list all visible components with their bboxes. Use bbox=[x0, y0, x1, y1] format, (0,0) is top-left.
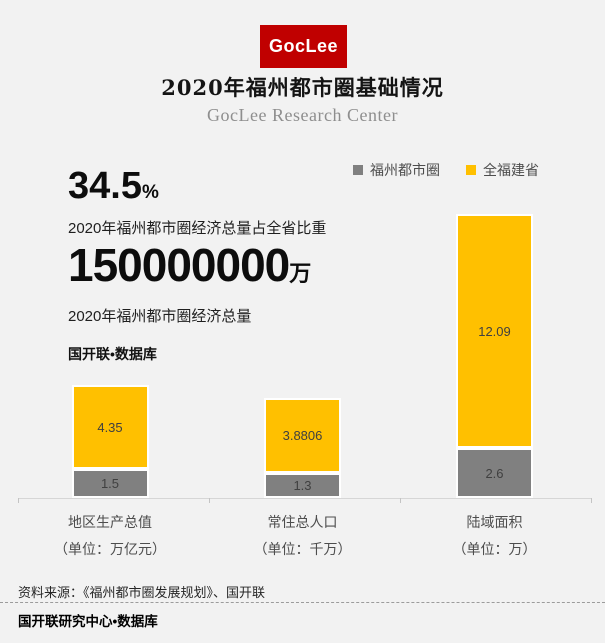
category-name: 陆域面积 bbox=[466, 514, 523, 530]
legend-label-province: 全福建省 bbox=[483, 162, 539, 178]
category-name: 常住总人口 bbox=[267, 514, 338, 530]
dashed-divider bbox=[0, 602, 605, 603]
category-unit: （单位：千万） bbox=[253, 541, 352, 557]
bar-segment-province: 3.8806 bbox=[264, 398, 341, 473]
bar-value-label: 12.09 bbox=[478, 323, 511, 339]
legend-swatch-metro bbox=[353, 165, 363, 175]
legend-swatch-province bbox=[466, 165, 476, 175]
legend-item-province: 全福建省 bbox=[466, 160, 539, 180]
stat-total-value: 150000000 bbox=[68, 239, 290, 291]
logo-text: GocLee bbox=[268, 36, 339, 56]
axis-tick bbox=[18, 498, 19, 503]
bar-segment-metro: 1.3 bbox=[264, 473, 341, 498]
bar-group-1: 4.35 1.5 bbox=[71, 385, 149, 498]
category-label-1: 地区生产总值 （单位：万亿元） bbox=[10, 512, 210, 559]
brand-text: 国开联研究中心•数据库 bbox=[18, 614, 158, 629]
bar-segment-province: 12.09 bbox=[456, 214, 533, 448]
stacked-bar-chart: 4.35 1.5 3.8806 1.3 12.09 2.6 地区生产总值 （单位：万亿元） 常… bbox=[10, 214, 595, 559]
stat-share-unit: % bbox=[141, 182, 159, 203]
category-label-3: 陆域面积 （单位：万） bbox=[395, 512, 595, 559]
bar-value-label: 1.3 bbox=[293, 478, 312, 493]
axis-tick bbox=[400, 498, 401, 503]
bar-group-2: 3.8806 1.3 bbox=[264, 398, 341, 498]
page-title: 2020年福州都市圈基础情况 bbox=[161, 75, 444, 100]
legend-label-metro: 福州都市圈 bbox=[370, 162, 440, 178]
bar-value-label: 2.6 bbox=[485, 465, 504, 481]
axis-tick bbox=[591, 498, 592, 503]
category-unit: （单位：万） bbox=[452, 541, 537, 557]
bar-segment-province: 4.35 bbox=[71, 385, 149, 469]
bar-value-label: 4.35 bbox=[97, 419, 123, 435]
source-text: 资料来源：《福州都市圈发展规划》、国开联 bbox=[18, 585, 266, 600]
bar-value-label: 1.5 bbox=[100, 476, 120, 491]
category-label-2: 常住总人口 （单位：千万） bbox=[203, 512, 403, 559]
axis-tick bbox=[209, 498, 210, 503]
stat-share-caption: 2020年福州都市圈经济总量占全省比重 bbox=[68, 220, 327, 237]
page-subtitle: GocLee Research Center bbox=[207, 105, 398, 125]
bar-segment-metro: 2.6 bbox=[456, 448, 533, 498]
database-label: 国开联•数据库 bbox=[68, 346, 157, 362]
stat-share-value: 34.5 bbox=[68, 165, 142, 207]
category-name: 地区生产总值 bbox=[68, 514, 152, 530]
stat-share: 34.5% bbox=[68, 165, 159, 208]
category-unit: （单位：万亿元） bbox=[54, 541, 166, 557]
legend-item-metro: 福州都市圈 bbox=[353, 160, 440, 180]
x-axis-line bbox=[18, 498, 592, 499]
logo-badge: GocLee bbox=[260, 25, 347, 68]
stat-total-caption: 2020年福州都市圈经济总量 bbox=[68, 308, 252, 325]
stat-total: 150000000万 bbox=[68, 240, 311, 291]
stat-total-unit: 万 bbox=[289, 261, 312, 286]
chart-legend: 福州都市圈 全福建省 bbox=[353, 160, 539, 180]
bar-value-label: 3.8806 bbox=[282, 428, 323, 443]
bar-group-3: 12.09 2.6 bbox=[456, 214, 533, 498]
bar-segment-metro: 1.5 bbox=[71, 469, 149, 498]
